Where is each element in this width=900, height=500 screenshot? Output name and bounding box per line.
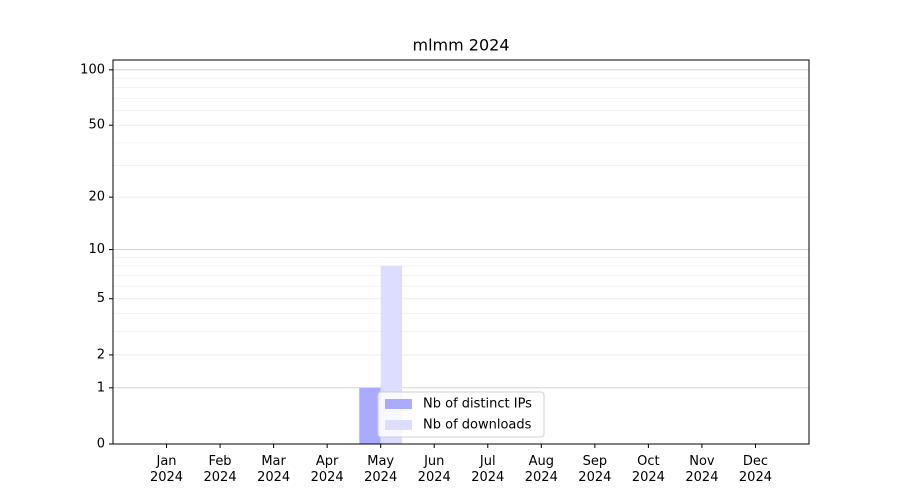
y-tick-label: 5 [97,291,105,306]
x-tick-label: Aug 2024 [525,454,558,485]
x-tick-label: Nov 2024 [685,454,718,485]
x-tick-label: Jan 2024 [150,454,183,485]
x-tick-label: Mar 2024 [257,454,290,485]
x-tick-label: Sep 2024 [578,454,611,485]
legend-box [377,391,545,438]
x-tick-label: Oct 2024 [632,454,665,485]
bar [359,387,381,444]
legend-swatch [385,399,412,409]
legend-label: Nb of distinct IPs [423,397,532,412]
y-tick-label: 100 [80,62,105,77]
x-tick-label: Jul 2024 [471,454,504,485]
y-tick-label: 20 [88,190,105,205]
x-tick-label: May 2024 [364,454,397,485]
y-tick-label: 2 [97,347,105,362]
y-tick-label: 50 [88,118,105,133]
y-tick-label: 0 [97,437,105,452]
legend-swatch [385,420,412,430]
x-tick-label: Apr 2024 [311,454,344,485]
x-tick-label: Dec 2024 [739,454,772,485]
legend-label: Nb of downloads [423,418,532,433]
chart-title: mlmm 2024 [412,36,509,55]
y-tick-label: 10 [88,242,105,257]
y-tick-label: 1 [97,380,105,395]
x-tick-label: Jun 2024 [418,454,451,485]
plot-frame [112,59,810,445]
x-tick-label: Feb 2024 [204,454,237,485]
